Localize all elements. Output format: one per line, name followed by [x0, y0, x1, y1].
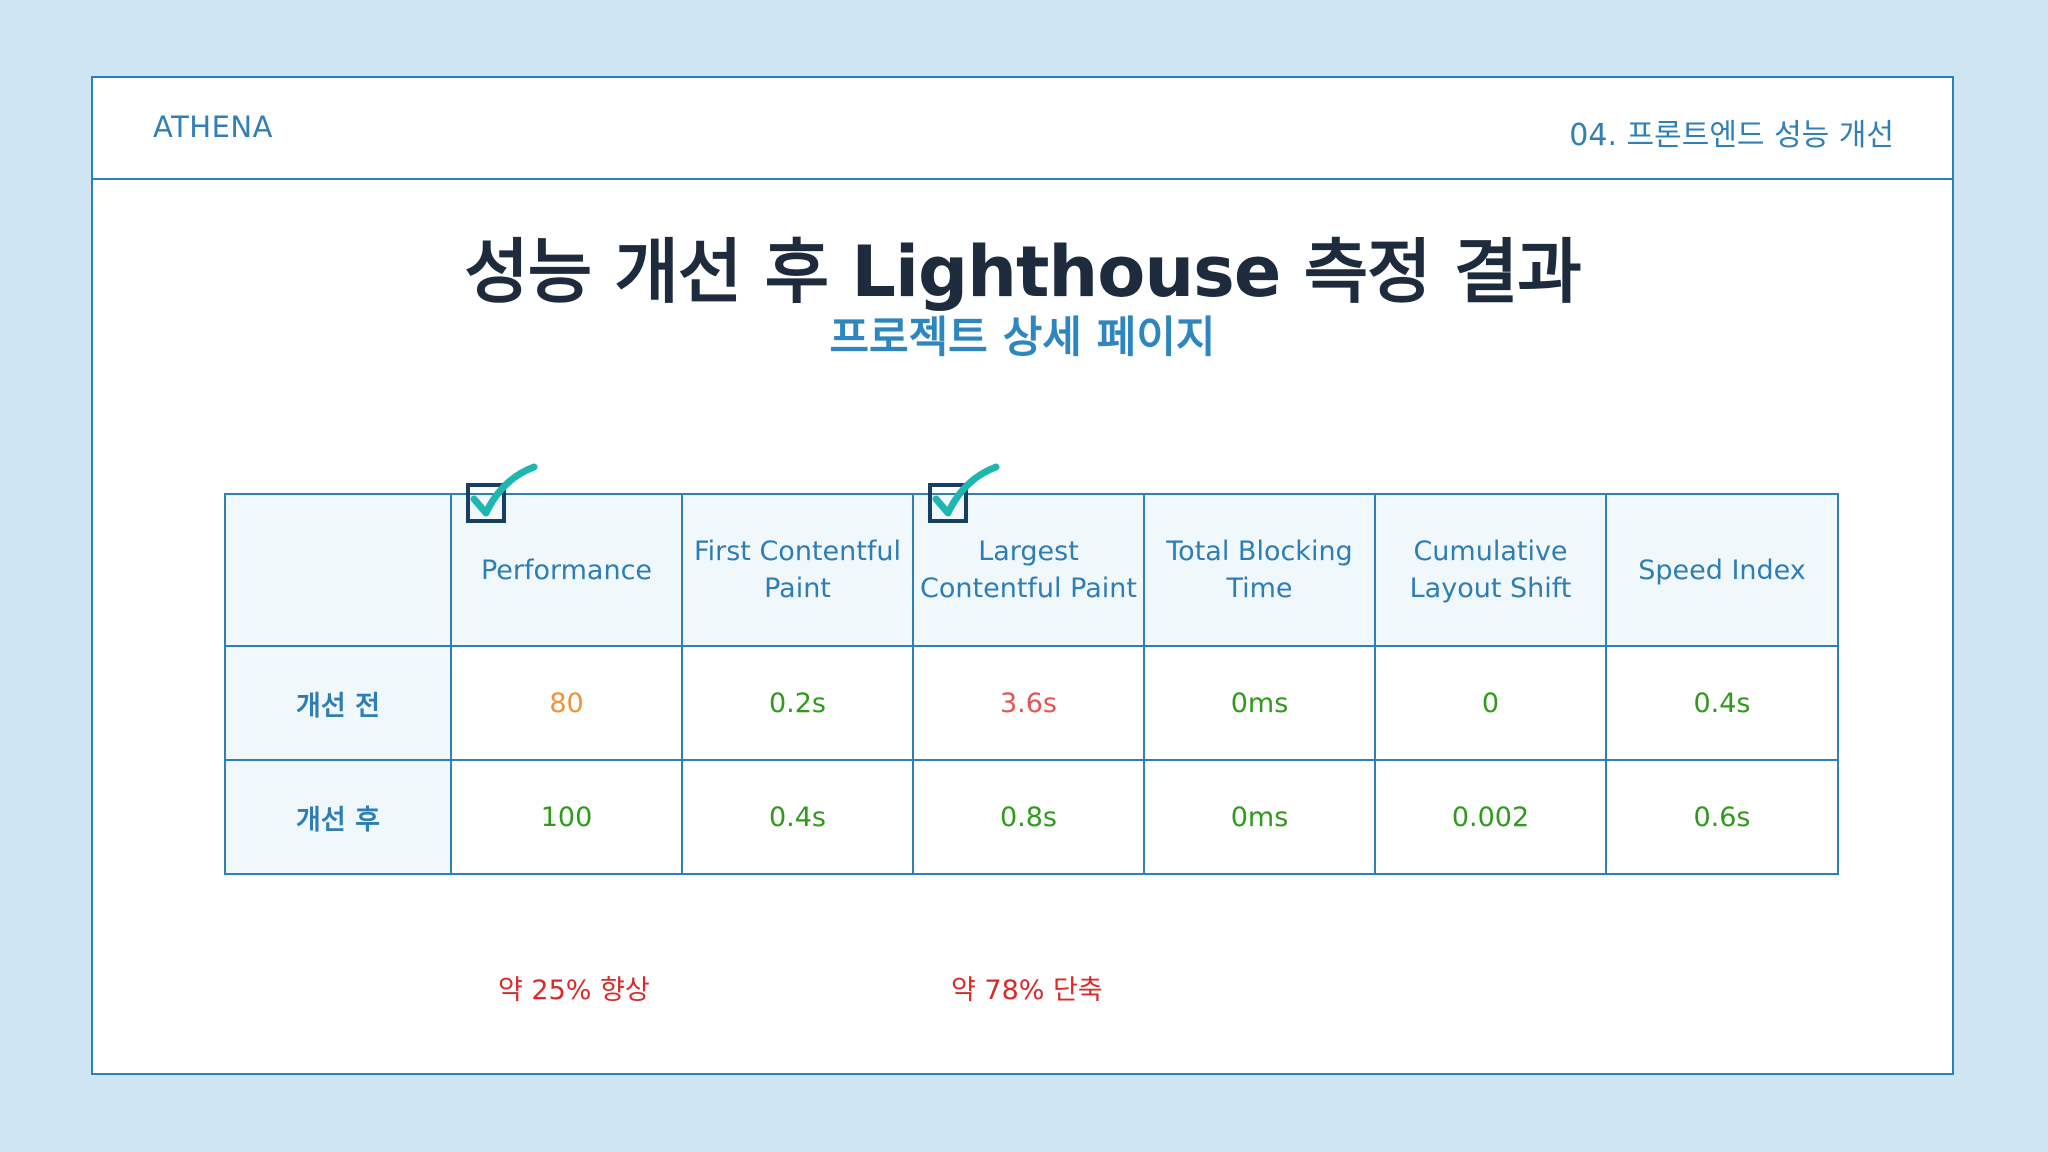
table-row-before: 개선 전 80 0.2s 3.6s 0ms 0 0.4s — [225, 646, 1838, 760]
cell-after-performance: 100 — [451, 760, 682, 874]
column-header-lcp: Largest Contentful Paint — [913, 494, 1144, 646]
check-icon — [928, 461, 1000, 527]
section-label: 04. 프론트엔드 성능 개선 — [1569, 110, 1894, 154]
column-header-tbt: Total Blocking Time — [1144, 494, 1375, 646]
cell-after-speed-index: 0.6s — [1606, 760, 1838, 874]
cell-after-fcp: 0.4s — [682, 760, 913, 874]
cell-before-lcp: 3.6s — [913, 646, 1144, 760]
table-row-after: 개선 후 100 0.4s 0.8s 0ms 0.002 0.6s — [225, 760, 1838, 874]
cell-after-lcp: 0.8s — [913, 760, 1144, 874]
cell-before-performance: 80 — [451, 646, 682, 760]
check-icon — [466, 461, 538, 527]
column-header-speed-index: Speed Index — [1606, 494, 1838, 646]
corner-cell — [225, 494, 451, 646]
column-header-performance: Performance — [451, 494, 682, 646]
cell-before-fcp: 0.2s — [682, 646, 913, 760]
row-label-after: 개선 후 — [225, 760, 451, 874]
cell-before-cls: 0 — [1375, 646, 1606, 760]
performance-improvement-note: 약 25% 향상 — [498, 968, 650, 1007]
cell-after-cls: 0.002 — [1375, 760, 1606, 874]
brand-label: ATHENA — [153, 110, 273, 144]
slide-subtitle: 프로젝트 상세 페이지 — [93, 303, 1952, 365]
cell-after-tbt: 0ms — [1144, 760, 1375, 874]
slide-title: 성능 개선 후 Lighthouse 측정 결과 — [93, 216, 1952, 317]
cell-before-speed-index: 0.4s — [1606, 646, 1838, 760]
header-row: Performance First Contentful Paint Large… — [225, 494, 1838, 646]
cell-before-tbt: 0ms — [1144, 646, 1375, 760]
slide-card: ATHENA 04. 프론트엔드 성능 개선 성능 개선 후 Lighthous… — [91, 76, 1954, 1075]
column-header-cls: Cumulative Layout Shift — [1375, 494, 1606, 646]
metrics-table: Performance First Contentful Paint Large… — [224, 493, 1839, 875]
lcp-improvement-note: 약 78% 단축 — [951, 968, 1103, 1007]
row-label-before: 개선 전 — [225, 646, 451, 760]
column-header-fcp: First Contentful Paint — [682, 494, 913, 646]
slide-header: ATHENA 04. 프론트엔드 성능 개선 — [93, 78, 1952, 180]
